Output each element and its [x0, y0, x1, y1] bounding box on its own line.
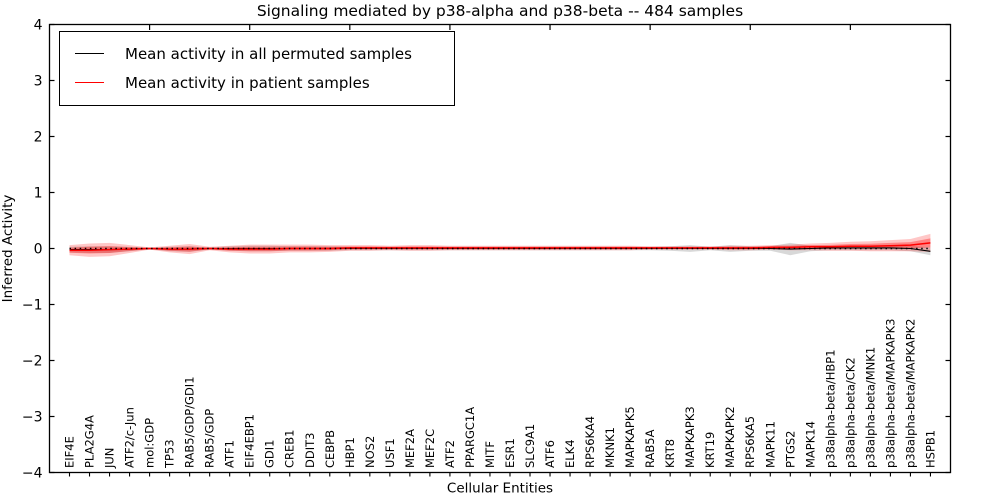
y-tick-label: 0 — [34, 242, 43, 258]
x-tick-label: PPARGC1A — [463, 407, 477, 468]
chart-title: Signaling mediated by p38-alpha and p38-… — [257, 2, 743, 20]
x-tick-label: MAPKAPK5 — [623, 406, 637, 468]
x-tick-label: EIF4E — [63, 436, 77, 468]
y-tick-label: −2 — [22, 354, 43, 370]
x-tick-label: ATF6 — [543, 440, 557, 468]
x-tick-label: HBP1 — [343, 437, 357, 468]
x-tick-label: ATF1 — [223, 440, 237, 468]
x-tick-label: USF1 — [383, 438, 397, 468]
y-tick-labels: 4 3 2 1 0 −1 −2 −3 −4 — [22, 18, 43, 482]
x-tick-label: RAB5/GDP/GDI1 — [183, 376, 197, 468]
x-tick-label: p38alpha-beta/HBP1 — [823, 349, 837, 468]
x-tick-labels: EIF4E PLA2G4A JUN ATF2/c-Jun mol:GDP TP53 RAB5… — [63, 318, 938, 469]
legend: Mean activity in all permuted samples Me… — [59, 31, 455, 106]
x-tick-label: p38alpha-beta/MAPKAPK2 — [903, 318, 917, 468]
x-tick-label: mol:GDP — [143, 418, 157, 468]
x-tick-label: JUN — [103, 448, 117, 469]
x-tick-label: PLA2G4A — [83, 415, 97, 468]
x-tick-label: NOS2 — [363, 436, 377, 468]
y-tick-label: −4 — [22, 466, 43, 482]
x-tick-label: ATF2 — [443, 440, 457, 468]
x-tick-label: ESR1 — [503, 438, 517, 468]
x-tick-label: p38alpha-beta/MNK1 — [863, 347, 877, 468]
x-tick-label: DDIT3 — [303, 433, 317, 468]
x-tick-label: MKNK1 — [603, 427, 617, 468]
x-tick-label: TP53 — [163, 439, 177, 469]
x-tick-label: SLC9A1 — [523, 424, 537, 468]
x-tick-label: p38alpha-beta/MAPKAPK3 — [883, 319, 897, 469]
x-tick-label: MAPKAPK2 — [723, 406, 737, 468]
axes-frame — [48, 23, 952, 477]
x-tick-label: RPS6KA4 — [583, 416, 597, 468]
x-tick-label: KRT19 — [703, 432, 717, 468]
x-tick-label: GDI1 — [263, 440, 277, 468]
x-tick-label: RAB5A — [643, 429, 657, 468]
x-tick-label: PTGS2 — [783, 431, 797, 469]
x-tick-label: RPS6KA5 — [743, 416, 757, 468]
x-tick-label: HSPB1 — [923, 430, 937, 468]
x-tick-label: p38alpha-beta/CK2 — [843, 357, 857, 468]
band-patient-inner — [69, 238, 931, 254]
x-tick-label: MAPK14 — [803, 421, 817, 468]
x-tick-label: MAPKAPK3 — [683, 406, 697, 468]
series-lines — [69, 242, 931, 252]
y-axis-label: Inferred Activity — [0, 195, 16, 303]
x-tick-label: CEBPB — [323, 430, 337, 468]
legend-line-sample-permuted — [75, 53, 104, 54]
y-tick-label: 4 — [34, 18, 43, 34]
legend-line-sample-patient — [75, 82, 104, 83]
y-tick-label: 1 — [34, 186, 43, 202]
y-tick-label: 2 — [34, 130, 43, 146]
x-tick-label: MITF — [483, 441, 497, 468]
band-patient-outer — [69, 233, 931, 257]
y-tick-label: −3 — [22, 410, 43, 426]
x-tick-label: CREB1 — [283, 430, 297, 469]
x-tick-label: KRT8 — [663, 439, 677, 468]
legend-item-patient: Mean activity in patient samples — [60, 68, 454, 97]
x-tick-label: ATF2/c-Jun — [123, 407, 137, 468]
series-bands — [69, 233, 931, 257]
y-tick-label: 3 — [34, 74, 43, 90]
x-tick-label: MEF2A — [403, 429, 417, 468]
x-tick-label: MEF2C — [423, 429, 437, 468]
y-tick-label: −1 — [22, 298, 43, 314]
x-tick-label: EIF4EBP1 — [243, 414, 257, 468]
legend-label-patient: Mean activity in patient samples — [125, 73, 370, 92]
x-tick-label: MAPK11 — [763, 421, 777, 468]
legend-item-permuted: Mean activity in all permuted samples — [60, 39, 454, 68]
x-tick-label: RAB5/GDP — [203, 409, 217, 468]
x-tick-label: ELK4 — [563, 439, 577, 468]
x-axis-label: Cellular Entities — [447, 481, 553, 497]
legend-label-permuted: Mean activity in all permuted samples — [125, 44, 412, 63]
